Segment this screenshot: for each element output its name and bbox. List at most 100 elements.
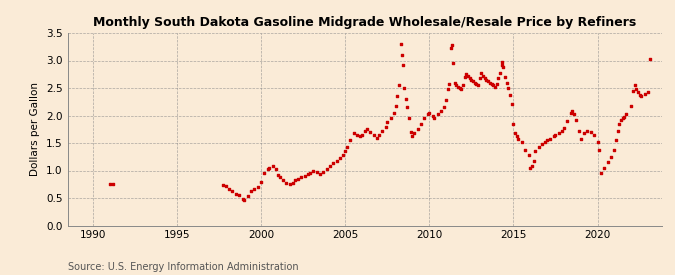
Point bbox=[263, 167, 273, 172]
Point bbox=[578, 131, 589, 135]
Point bbox=[249, 186, 260, 191]
Point bbox=[529, 158, 539, 163]
Point bbox=[218, 183, 229, 188]
Point bbox=[406, 130, 416, 134]
Point bbox=[621, 112, 632, 117]
Point bbox=[516, 140, 527, 144]
Point bbox=[412, 127, 423, 131]
Point bbox=[348, 131, 359, 135]
Point bbox=[550, 133, 561, 137]
Point bbox=[325, 164, 335, 168]
Point bbox=[462, 74, 473, 78]
Point bbox=[234, 193, 244, 197]
Point bbox=[464, 76, 475, 80]
Point bbox=[458, 83, 468, 87]
Point bbox=[242, 194, 253, 199]
Point bbox=[328, 161, 339, 166]
Point bbox=[345, 138, 356, 142]
Point bbox=[639, 91, 650, 96]
Point bbox=[526, 164, 537, 168]
Point bbox=[605, 155, 616, 159]
Point bbox=[481, 78, 492, 82]
Point bbox=[476, 70, 487, 75]
Point bbox=[510, 131, 520, 135]
Point bbox=[632, 90, 643, 95]
Point bbox=[503, 86, 514, 90]
Point bbox=[315, 172, 325, 177]
Point bbox=[300, 174, 310, 178]
Point bbox=[441, 98, 452, 102]
Point bbox=[360, 129, 371, 133]
Point bbox=[362, 127, 373, 131]
Point bbox=[562, 119, 572, 123]
Point bbox=[296, 175, 307, 179]
Point bbox=[612, 129, 623, 133]
Point bbox=[502, 80, 512, 85]
Point bbox=[435, 109, 446, 113]
Point bbox=[259, 171, 270, 175]
Point bbox=[338, 153, 349, 157]
Point bbox=[449, 80, 460, 85]
Point bbox=[554, 131, 564, 135]
Point bbox=[486, 81, 497, 86]
Point bbox=[619, 114, 630, 119]
Point bbox=[523, 153, 534, 157]
Point bbox=[302, 172, 313, 177]
Point bbox=[599, 166, 610, 170]
Point bbox=[331, 158, 342, 163]
Point bbox=[513, 136, 524, 141]
Point bbox=[424, 111, 435, 115]
Point bbox=[277, 178, 288, 183]
Point bbox=[489, 85, 500, 89]
Point bbox=[382, 120, 393, 124]
Point bbox=[454, 86, 465, 90]
Point bbox=[274, 175, 285, 179]
Point bbox=[267, 164, 278, 168]
Point bbox=[567, 109, 578, 113]
Point bbox=[373, 133, 384, 137]
Point bbox=[541, 138, 552, 142]
Point bbox=[284, 182, 295, 186]
Point bbox=[335, 156, 346, 161]
Point bbox=[432, 112, 443, 117]
Point bbox=[442, 87, 453, 91]
Point bbox=[321, 167, 332, 172]
Point bbox=[574, 129, 585, 133]
Point bbox=[239, 197, 250, 202]
Point bbox=[468, 79, 479, 84]
Point bbox=[628, 89, 639, 93]
Point bbox=[237, 197, 248, 201]
Point bbox=[451, 83, 462, 87]
Point bbox=[506, 102, 517, 107]
Point bbox=[264, 166, 275, 170]
Point bbox=[308, 168, 319, 173]
Point bbox=[545, 136, 556, 141]
Point bbox=[429, 116, 439, 120]
Point bbox=[520, 147, 531, 152]
Point bbox=[594, 147, 605, 152]
Point bbox=[456, 87, 466, 91]
Point bbox=[505, 92, 516, 97]
Point bbox=[392, 94, 403, 98]
Point bbox=[568, 112, 579, 117]
Point bbox=[342, 145, 352, 150]
Point bbox=[548, 134, 559, 139]
Y-axis label: Dollars per Gallon: Dollars per Gallon bbox=[30, 82, 40, 176]
Point bbox=[447, 43, 458, 47]
Point bbox=[459, 75, 470, 79]
Point bbox=[479, 76, 490, 80]
Point bbox=[582, 129, 593, 133]
Point bbox=[472, 83, 483, 87]
Point bbox=[356, 133, 367, 137]
Point bbox=[478, 74, 489, 78]
Point bbox=[365, 130, 376, 134]
Point bbox=[525, 166, 536, 170]
Point bbox=[616, 118, 626, 122]
Point bbox=[585, 130, 596, 134]
Point bbox=[271, 167, 281, 172]
Point bbox=[385, 116, 396, 120]
Point bbox=[636, 94, 647, 98]
Point bbox=[404, 116, 414, 120]
Point bbox=[475, 76, 485, 80]
Point bbox=[444, 81, 455, 86]
